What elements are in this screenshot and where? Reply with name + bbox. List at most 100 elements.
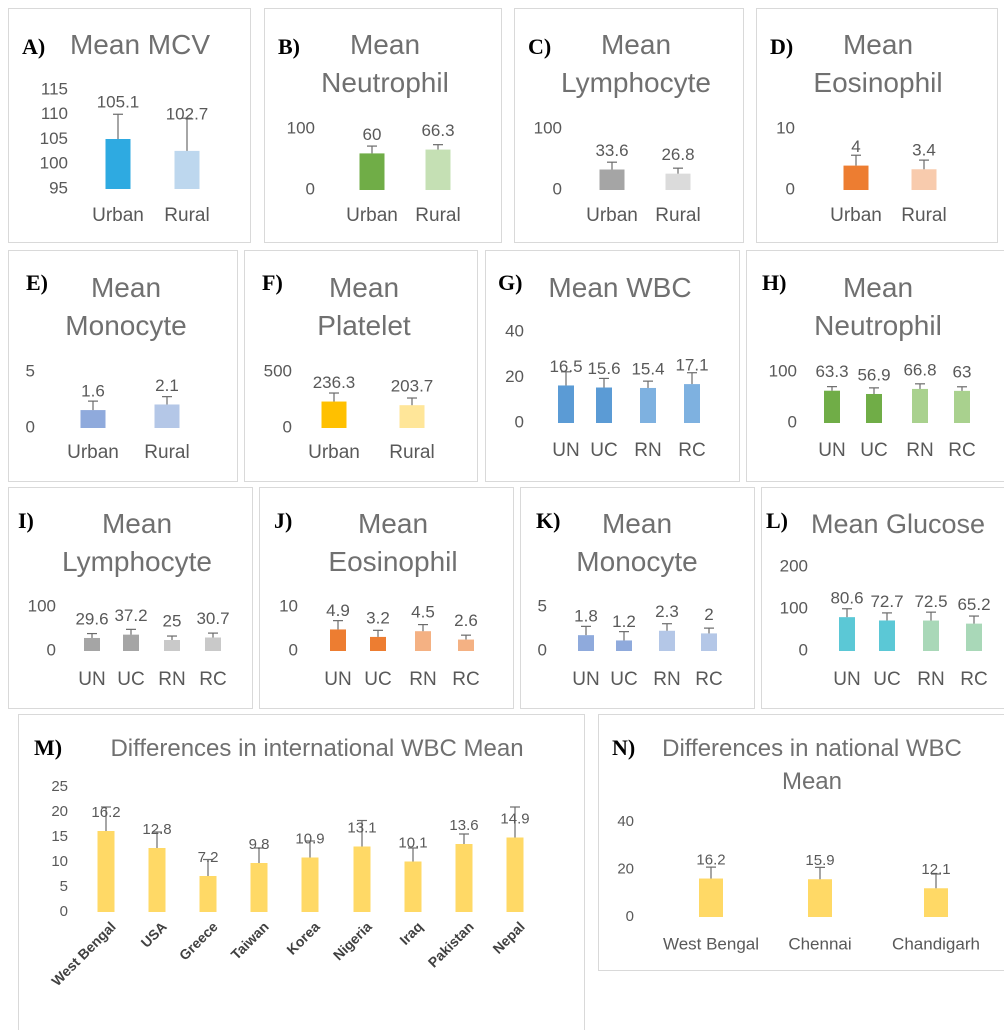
value-label: 10.9 [295,830,324,847]
value-label: 26.8 [661,145,694,164]
value-label: 1.2 [612,612,636,631]
bar [839,617,855,651]
y-tick-label: 25 [51,778,68,795]
x-tick-label: Urban [92,205,144,226]
value-label: 72.7 [870,592,903,611]
x-tick-label: RC [960,669,987,690]
value-label: 13.6 [449,817,478,834]
x-tick-label: Chennai [788,934,851,953]
bar [616,640,632,651]
x-tick-label: Urban [308,442,360,463]
y-tick-label: 100 [769,361,797,380]
value-label: 72.5 [914,592,947,611]
value-label: 56.9 [857,365,890,384]
value-label: 16.5 [549,357,582,376]
panel-border [8,487,253,709]
y-tick-label: 110 [41,104,68,123]
bar [154,404,180,428]
bar [425,149,451,190]
bar [458,639,474,651]
panel-label: L) [766,508,788,533]
x-tick-label: Rural [901,205,946,226]
value-label: 60 [363,125,382,144]
panel-label: E) [26,270,48,295]
bar [578,635,594,651]
bar [353,846,371,912]
panel-border [264,8,502,243]
value-label: 10.1 [398,834,427,851]
panel-border [746,250,1004,482]
value-label: 7.2 [198,849,219,866]
y-tick-label: 100 [28,596,56,615]
x-tick-label: West Bengal [48,918,119,989]
panel-border [756,8,998,243]
y-tick-label: 5 [60,878,68,895]
chart-title: Mean Lymphocyte [561,29,711,98]
panel-label: F) [262,270,283,295]
y-tick-label: 115 [41,79,68,98]
y-tick-label: 0 [786,179,795,198]
panel-label: H) [762,270,787,295]
y-tick-label: 5 [538,596,547,615]
bar [923,620,939,651]
value-label: 13.1 [347,819,376,836]
bar [199,876,217,912]
bar [250,863,268,912]
x-tick-label: Urban [67,442,119,463]
value-label: 66.3 [421,121,454,140]
y-tick-label: 0 [283,417,292,436]
y-tick-label: 0 [515,412,524,431]
value-label: 203.7 [391,377,434,396]
bar [599,169,625,190]
bar [205,637,221,651]
y-tick-label: 10 [51,853,68,870]
x-tick-label: UC [873,669,900,690]
bar [506,837,524,912]
y-tick-label: 10 [279,596,298,615]
x-tick-label: RN [634,440,661,461]
bar [174,150,200,189]
bar [399,405,425,428]
value-label: 16.2 [91,804,120,821]
bar [824,390,840,423]
value-label: 4.5 [411,603,435,622]
value-label: 29.6 [75,609,108,628]
x-tick-label: UN [818,440,845,461]
y-tick-label: 15 [51,828,68,845]
x-tick-label: Urban [830,205,882,226]
bar [80,410,106,428]
chart-title: Mean Lymphocyte [62,508,212,577]
x-tick-label: RN [409,669,436,690]
value-label: 25 [163,611,182,630]
bar [912,388,928,423]
chart-title: Mean Eosinophil [813,29,943,98]
value-label: 33.6 [595,141,628,160]
bar [84,637,100,651]
x-tick-label: UN [78,669,105,690]
value-label: 2.1 [155,376,179,395]
value-label: 14.9 [500,810,529,827]
y-tick-label: 500 [264,361,292,380]
bar [321,401,347,428]
x-tick-label: UC [610,669,637,690]
value-label: 15.4 [631,359,664,378]
value-label: 102.7 [166,104,209,123]
x-tick-label: UN [324,669,351,690]
value-label: 9.8 [249,836,270,853]
value-label: 12.1 [921,861,950,878]
x-tick-label: RN [653,669,680,690]
chart-title: Mean Glucose [810,508,986,539]
value-label: 15.6 [587,359,620,378]
value-label: 1.8 [574,607,598,626]
x-tick-label: Taiwan [228,918,272,962]
x-tick-label: USA [138,918,170,950]
bar [879,620,895,651]
bar [966,623,982,651]
panel-border [8,8,251,243]
chart-title: Mean MCV [69,29,211,60]
x-tick-label: UN [552,440,579,461]
y-tick-label: 200 [780,556,808,575]
value-label: 17.1 [675,356,708,375]
y-tick-label: 100 [40,154,68,173]
